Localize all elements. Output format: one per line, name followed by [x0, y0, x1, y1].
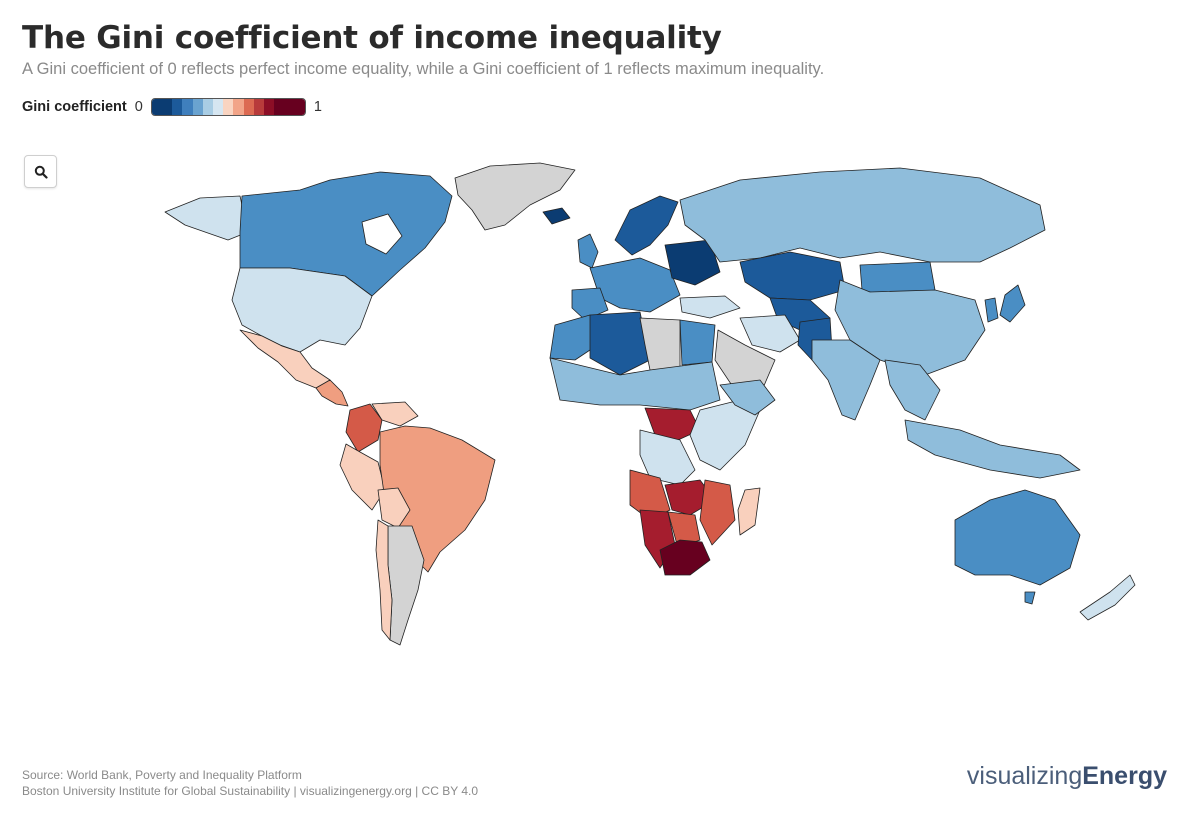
source-line-2: Boston University Institute for Global S…: [22, 784, 479, 798]
legend-color-scale: [150, 98, 306, 116]
region-iceland[interactable]: [542, 207, 571, 225]
region-botswana[interactable]: [667, 511, 701, 549]
region-eastern-europe[interactable]: [664, 239, 721, 286]
legend-max-label: 1: [313, 99, 322, 115]
region-bolivia[interactable]: [377, 487, 411, 529]
region-china[interactable]: [834, 279, 986, 376]
legend-swatch: [274, 99, 285, 115]
region-argentina[interactable]: [387, 525, 425, 646]
region-greenland[interactable]: [454, 162, 576, 231]
region-madagascar[interactable]: [737, 487, 761, 536]
world-map: [164, 162, 1136, 646]
brand-logo[interactable]: visualizingEnergy: [967, 762, 1167, 791]
region-indonesia[interactable]: [904, 419, 1081, 479]
legend-swatch: [202, 99, 214, 115]
legend-swatch: [243, 99, 254, 115]
source-line-1: Source: World Bank, Poverty and Inequali…: [22, 768, 302, 782]
region-kazakhstan[interactable]: [739, 251, 846, 301]
region-horn-africa[interactable]: [719, 379, 776, 416]
legend-swatch: [192, 99, 203, 115]
region-india[interactable]: [811, 339, 881, 421]
legend-swatch: [294, 99, 305, 115]
region-central-america[interactable]: [315, 379, 349, 407]
legend-swatch: [264, 99, 275, 115]
region-central-africa[interactable]: [644, 407, 701, 441]
region-peru[interactable]: [339, 443, 386, 511]
legend-swatch: [284, 99, 295, 115]
legend-swatch: [253, 99, 265, 115]
magnifier-icon: [34, 165, 48, 179]
region-chile[interactable]: [375, 519, 393, 641]
legend-swatch: [233, 99, 244, 115]
legend-swatch: [151, 99, 163, 115]
region-iran[interactable]: [739, 314, 801, 353]
legend-swatch: [162, 99, 173, 115]
page-title: The Gini coefficient of income inequalit…: [22, 20, 722, 56]
legend-min-label: 0: [134, 99, 143, 115]
region-japan[interactable]: [999, 284, 1026, 323]
region-mozambique[interactable]: [699, 479, 736, 546]
region-turkey[interactable]: [679, 295, 741, 319]
region-new-zealand[interactable]: [1079, 574, 1136, 621]
region-hudson-bay: [361, 213, 403, 255]
legend-title: Gini coefficient: [22, 99, 127, 115]
region-southeast-asia[interactable]: [884, 359, 941, 421]
region-korea[interactable]: [984, 297, 999, 323]
region-russia[interactable]: [679, 167, 1046, 263]
region-colombia[interactable]: [345, 403, 383, 453]
region-algeria[interactable]: [589, 311, 651, 376]
legend-swatch: [182, 99, 193, 115]
region-uk[interactable]: [577, 233, 599, 269]
region-scandinavia[interactable]: [614, 195, 679, 256]
legend-swatch: [223, 99, 234, 115]
region-south-africa[interactable]: [659, 539, 711, 576]
brand-bold-text: Energy: [1082, 762, 1167, 790]
source-note: Source: World Bank, Poverty and Inequali…: [22, 767, 478, 799]
region-usa[interactable]: [231, 267, 373, 353]
region-venezuela[interactable]: [371, 401, 419, 427]
region-tasmania[interactable]: [1024, 591, 1036, 605]
region-egypt[interactable]: [679, 319, 716, 366]
region-alaska[interactable]: [164, 195, 249, 241]
region-sahel[interactable]: [549, 357, 721, 411]
region-australia[interactable]: [954, 489, 1081, 586]
brand-light-text: visualizing: [966, 762, 1083, 790]
legend-swatch: [213, 99, 224, 115]
zoom-button[interactable]: [24, 155, 57, 188]
page-subtitle: A Gini coefficient of 0 reflects perfect…: [22, 60, 825, 78]
color-legend: Gini coefficient 0 1: [22, 96, 322, 118]
legend-swatch: [172, 99, 183, 115]
